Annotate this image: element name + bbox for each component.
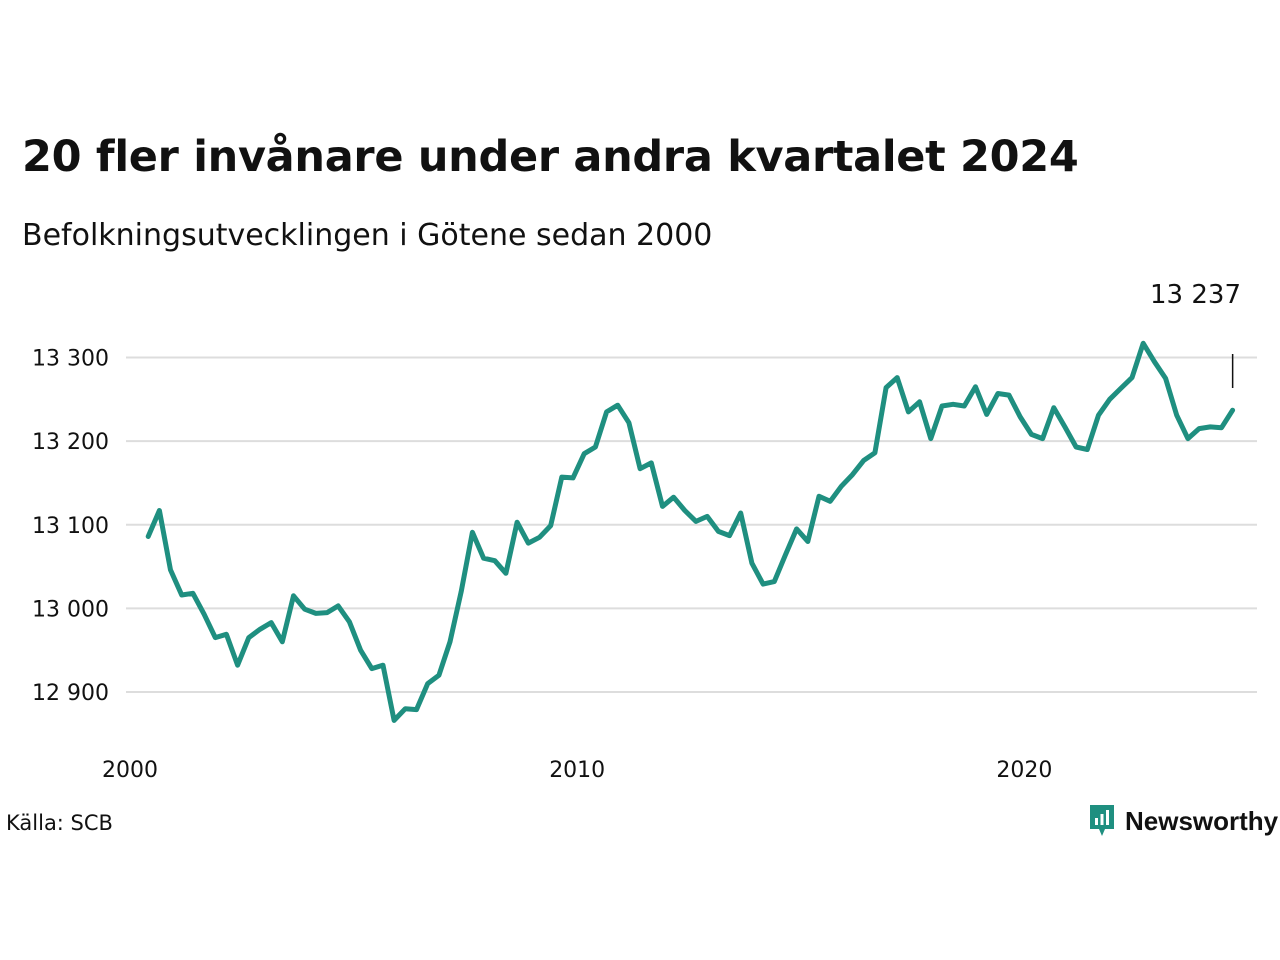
x-axis-ticks: 2000 2010 2020	[102, 758, 1052, 783]
annotation-layer: 13 237	[1150, 280, 1241, 388]
last-value-label: 13 237	[1150, 280, 1241, 310]
brand-logo: Newsworthy	[1088, 803, 1278, 839]
chart-title: 20 fler invånare under andra kvartalet 2…	[22, 132, 1079, 182]
chart-subtitle: Befolkningsutvecklingen i Götene sedan 2…	[22, 218, 713, 253]
y-tick-label: 13 100	[32, 514, 109, 539]
x-tick-label: 2020	[996, 758, 1052, 783]
series-line	[145, 340, 1236, 723]
y-tick-label: 12 900	[32, 681, 109, 706]
brand-name: Newsworthy	[1125, 805, 1279, 836]
gridlines	[126, 356, 1257, 693]
source-note: Källa: SCB	[6, 811, 113, 835]
series-layer	[145, 340, 1236, 723]
y-tick-label: 13 200	[32, 430, 109, 455]
bar-chart-pin-icon	[1090, 805, 1114, 836]
y-axis-ticks: 12 900 13 000 13 100 13 200 13 300	[32, 347, 109, 707]
y-tick-label: 13 000	[32, 597, 109, 622]
x-tick-label: 2010	[549, 758, 605, 783]
x-tick-label: 2000	[102, 758, 158, 783]
y-tick-label: 13 300	[32, 347, 109, 372]
